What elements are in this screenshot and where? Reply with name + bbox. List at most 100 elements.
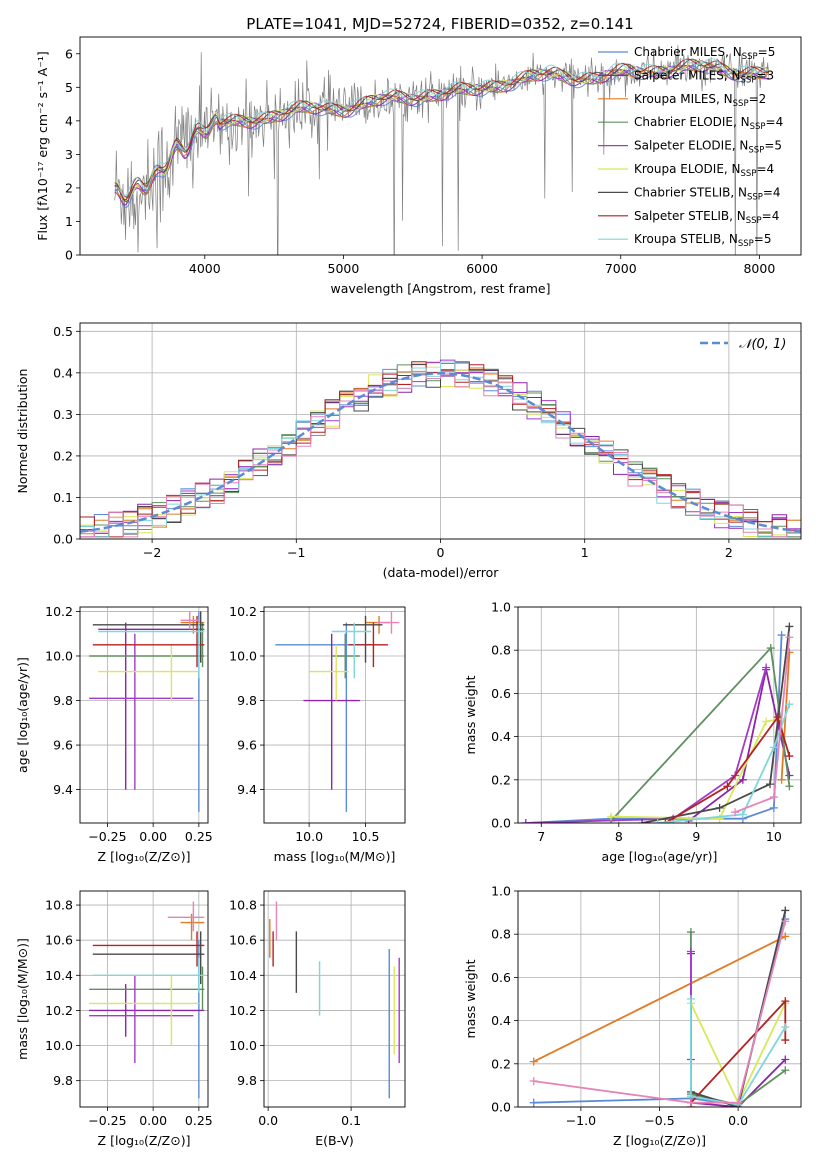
y-tick-label: 0.3: [53, 407, 73, 422]
histogram-legend: 𝒩(0, 1): [700, 337, 786, 352]
x-tick-label: 10: [766, 829, 782, 844]
y-tick-label: 10.8: [45, 898, 73, 913]
weight-marker-salpeter-miles: [781, 1055, 790, 1064]
weight-marker-extra: [731, 808, 740, 817]
weight-marker-kroupa-stelib: [769, 743, 778, 752]
x-tick-label: −1.0: [566, 1113, 596, 1128]
panel-age-vs-mass: 10.0 10.5 9.4 9.6 9.8 10.0 10.2 mass [log₁₀(M/M…: [229, 604, 406, 864]
y-tick-label: 9.4: [53, 782, 73, 797]
weight-marker-salpeter-elodie: [521, 819, 530, 823]
y-tick-label: 9.6: [237, 738, 257, 753]
weight-marker-kroupa-miles: [529, 1057, 538, 1066]
x-tick-label: −0.25: [88, 1113, 126, 1128]
plot-area: [269, 901, 400, 1099]
y-tick-label: 0.4: [491, 729, 511, 744]
weight-marker-salpeter-stelib: [773, 713, 782, 722]
y-tick-label: 10.0: [229, 1038, 257, 1053]
legend-suffix: =4: [756, 162, 774, 176]
x-axis-label: wavelength [Angstrom, rest frame]: [330, 281, 550, 296]
y-tick-label: 9.8: [53, 1073, 73, 1088]
y-tick-label: 4: [65, 113, 73, 128]
weight-marker-salpeter-stelib: [785, 752, 794, 761]
weight-marker-salpeter-elodie: [762, 663, 771, 672]
y-tick-label: 9.8: [53, 693, 73, 708]
y-tick-label: 10.6: [45, 933, 73, 948]
legend-subscript: SSP: [741, 169, 757, 179]
weight-marker-chabrier-miles: [529, 1098, 538, 1107]
x-tick-label: −0.5: [644, 1113, 674, 1128]
weight-marker-chabrier-stelib: [715, 803, 724, 812]
x-tick-label: 4000: [189, 261, 221, 276]
panel-mass-vs-ebv: 0.0 0.1 9.8 10.0 10.2 10.4 10.6 10.8 E(B-V): [229, 890, 406, 1148]
weight-line-chabrier-stelib: [690, 910, 787, 1107]
weight-line-kroupa-miles: [533, 935, 786, 1063]
legend-label: Salpeter STELIB, NSSP=4: [634, 209, 779, 226]
weight-marker-chabrier-miles: [777, 631, 786, 640]
x-axis-label: Z [log₁₀(Z/Z⊙)]: [98, 1133, 191, 1148]
legend-suffix: =5: [764, 139, 782, 153]
legend-suffix: =4: [762, 209, 780, 223]
weight-marker-chabrier-stelib: [781, 906, 790, 915]
x-tick-label: −0.25: [88, 829, 126, 844]
y-tick-label: 0.4: [491, 1013, 511, 1028]
legend-subscript: SSP: [746, 216, 762, 226]
y-tick-label: 2: [65, 180, 73, 195]
legend-suffix: =4: [763, 185, 781, 199]
spectrum-legend: Chabrier MILES, NSSP=5 Salpeter MILES, NS…: [598, 45, 783, 249]
y-tick-label: 0: [65, 248, 73, 263]
axes-frame: [517, 606, 802, 824]
axes-frame: [79, 322, 802, 540]
legend-subscript: SSP: [747, 192, 763, 202]
y-tick-label: 0.0: [491, 816, 511, 831]
y-axis-label: Flux [fλ10⁻¹⁷ erg cm⁻² s⁻¹ A⁻¹]: [35, 51, 50, 240]
model-spectrum-chabrier-stelib: [114, 58, 770, 203]
x-tick-label: 0.25: [185, 1113, 213, 1128]
y-tick-label: 0.0: [491, 1100, 511, 1115]
plot-area: [114, 45, 770, 255]
weight-marker-salpeter-stelib: [661, 819, 670, 823]
axes-frame: [517, 890, 802, 1108]
y-tick-label: 0.2: [491, 772, 511, 787]
model-spectrum-kroupa-elodie: [114, 59, 770, 201]
weight-marker-salpeter-stelib: [781, 997, 790, 1006]
weight-line-salpeter-stelib: [664, 715, 791, 823]
y-tick-label: 0.2: [491, 1056, 511, 1071]
x-tick-label: 10.5: [352, 829, 380, 844]
x-tick-label: 0.0: [728, 1113, 748, 1128]
weight-marker-kroupa-elodie: [762, 717, 771, 726]
y-tick-label: 1: [65, 214, 73, 229]
y-tick-label: 5: [65, 80, 73, 95]
legend-subscript: SSP: [733, 99, 749, 109]
y-tick-label: 0.4: [53, 365, 73, 380]
x-axis-label: E(B-V): [315, 1133, 354, 1148]
legend-subscript: SSP: [741, 75, 757, 85]
weight-marker-chabrier-stelib: [638, 819, 647, 823]
y-tick-label: 1.0: [491, 884, 511, 899]
y-tick-label: 10.4: [229, 968, 257, 983]
legend-label: Salpeter MILES, NSSP=3: [634, 68, 774, 85]
weight-marker-extra: [785, 633, 794, 642]
x-tick-label: −1: [287, 545, 305, 560]
y-tick-label: 10.2: [45, 1003, 73, 1018]
weight-marker-chabrier-elodie: [785, 782, 794, 791]
histogram-step-extra: [80, 370, 801, 539]
weight-marker-salpeter-elodie: [686, 947, 695, 956]
x-axis-label: age [log₁₀(age/yr)]: [602, 849, 718, 864]
weight-marker-kroupa-miles: [777, 775, 786, 784]
y-tick-label: 10.0: [45, 648, 73, 663]
weight-marker-extra: [734, 1098, 743, 1107]
y-tick-label: 10.4: [45, 968, 73, 983]
y-tick-label: 0.1: [53, 490, 73, 505]
weight-line-salpeter-elodie: [525, 667, 767, 823]
y-tick-label: 0.5: [53, 324, 73, 339]
panel-mass-weight-vs-age: 7 8 9 10 0.0 0.2 0.4 0.6 0.8 1.0 age [log₁₀(age/yr…: [463, 600, 802, 864]
weight-marker-chabrier-miles: [769, 803, 778, 812]
axes-frame: [79, 890, 209, 1108]
legend-label: Kroupa STELIB, NSSP=5: [634, 232, 772, 249]
x-tick-label: −2: [143, 545, 161, 560]
weight-marker-kroupa-stelib: [781, 1023, 790, 1032]
y-tick-label: 0.8: [491, 643, 511, 658]
weight-marker-chabrier-stelib: [785, 622, 794, 631]
model-spectrum-salpeter-stelib: [114, 58, 769, 201]
